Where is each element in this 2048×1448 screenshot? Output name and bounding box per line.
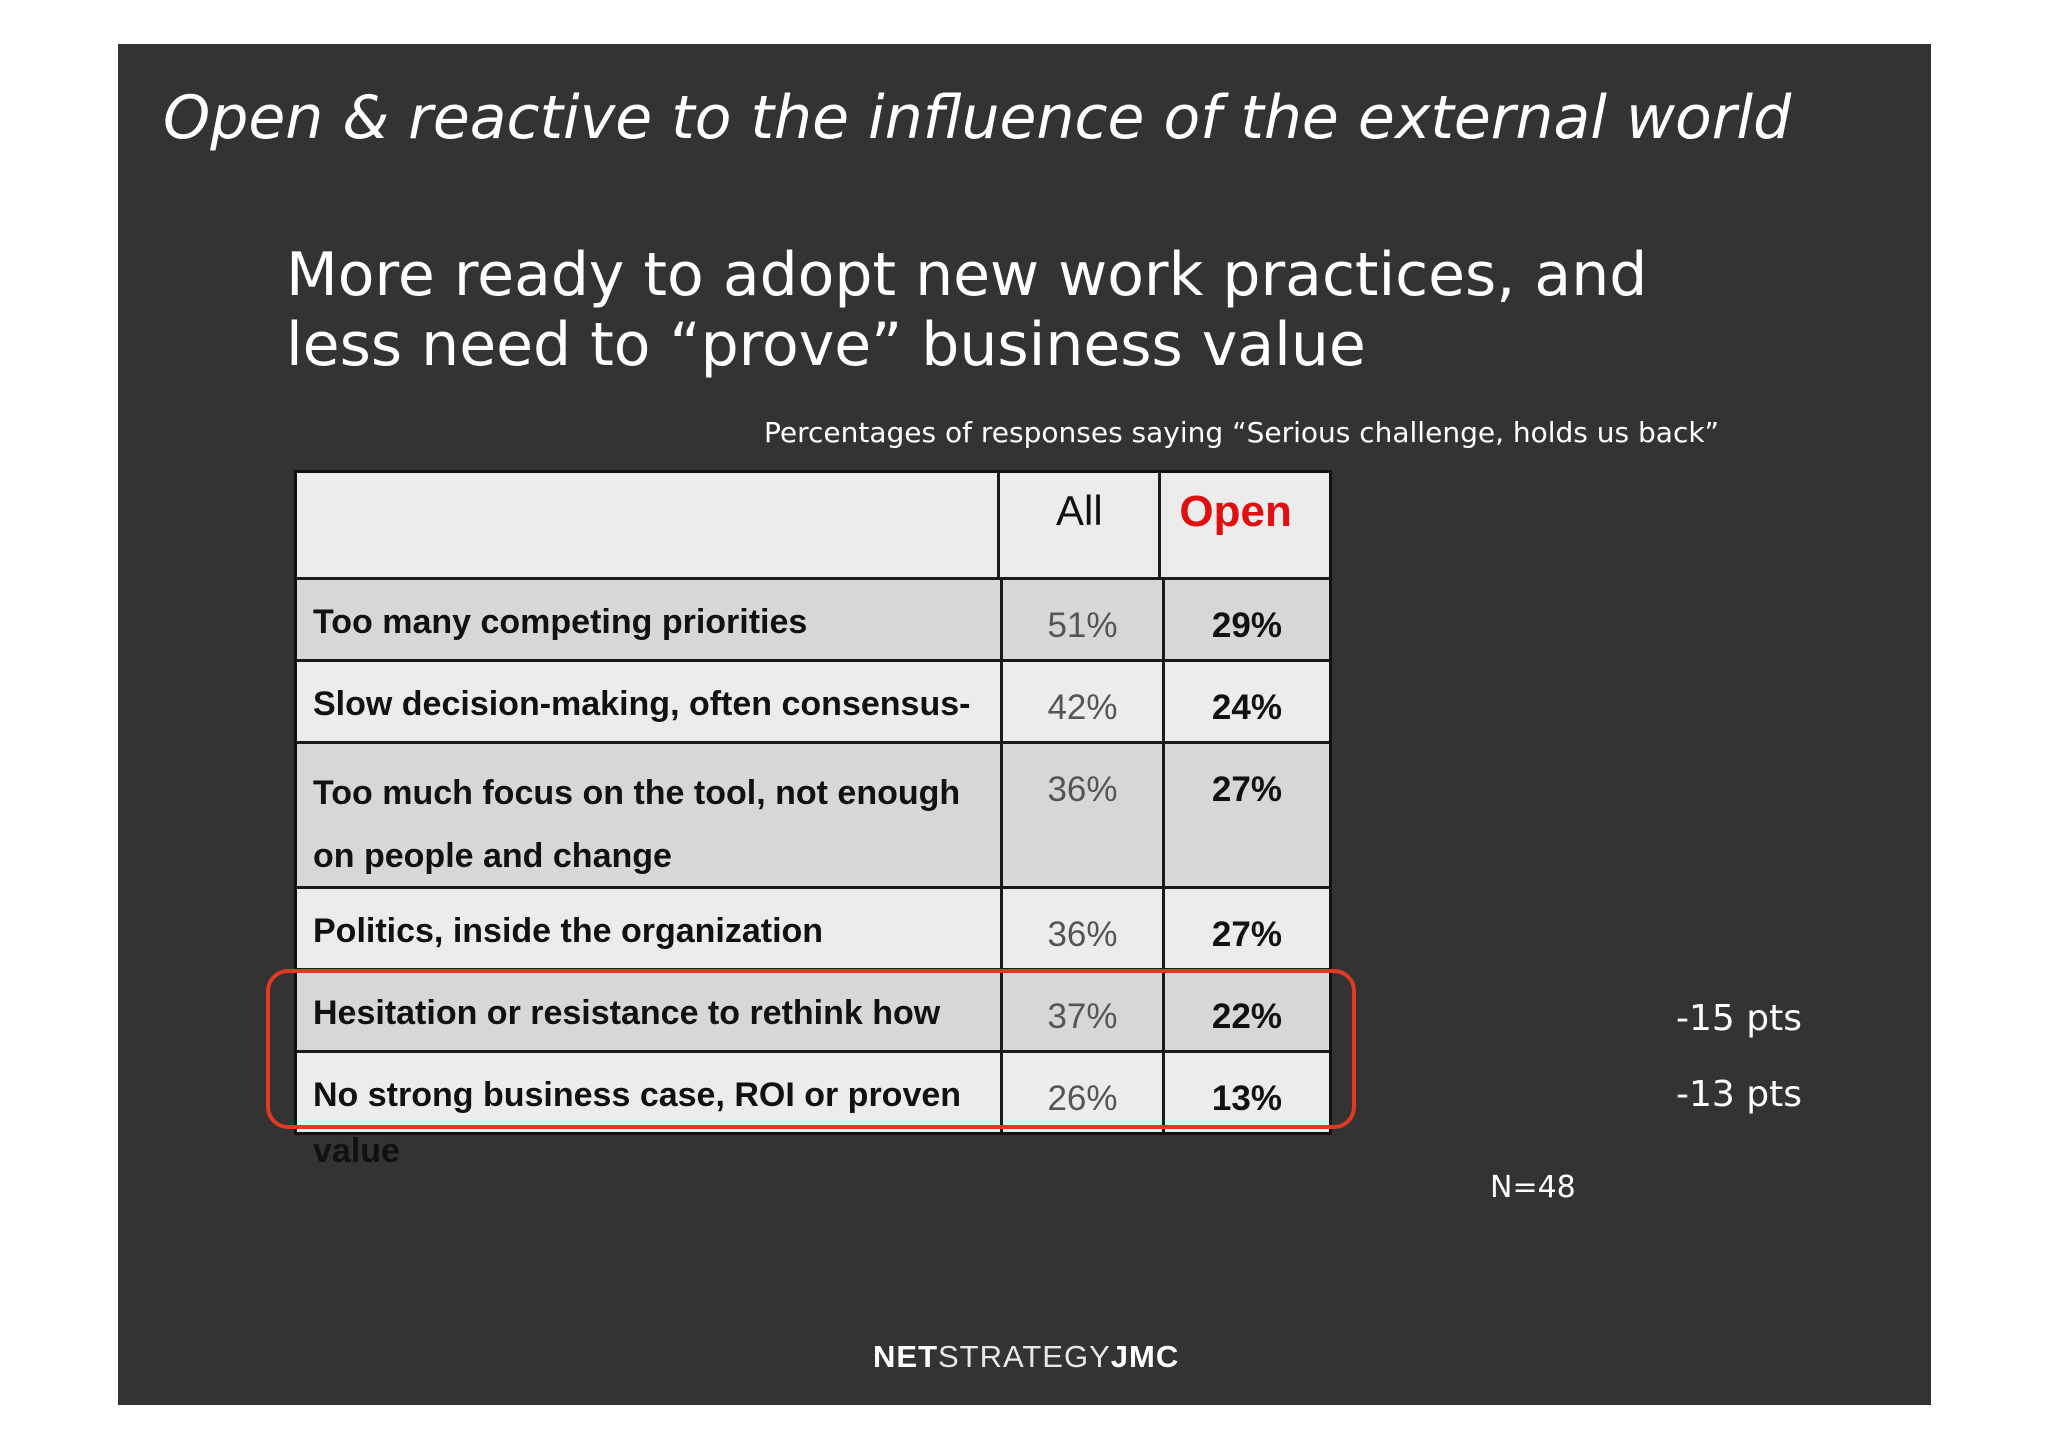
- table-row: Hesitation or resistance to rethink how …: [297, 968, 1329, 1088]
- row-label: Politics, inside the organization: [297, 889, 1001, 968]
- header-all: All: [997, 473, 1159, 577]
- highlight-outline: [266, 969, 1356, 1129]
- row-all-value: 42%: [1000, 662, 1162, 741]
- sample-size: N=48: [1490, 1170, 1576, 1205]
- row-open-value: 13%: [1161, 1053, 1329, 1132]
- row-open-value: 22%: [1161, 971, 1329, 1050]
- row-all-value: 37%: [1000, 971, 1162, 1050]
- table-row: No strong business case, ROI or proven v…: [297, 1050, 1329, 1170]
- row-label: Too much focus on the tool, not enough o…: [297, 744, 1001, 886]
- row-label: Too many competing priorities: [297, 580, 1001, 659]
- row-all-value: 26%: [1000, 1053, 1162, 1132]
- table-row: Too much focus on the tool, not enough o…: [297, 741, 1329, 886]
- subtitle-line-1: More ready to adopt new work practices, …: [286, 240, 1648, 310]
- row-open-value: 27%: [1161, 744, 1329, 886]
- header-label: [297, 473, 998, 577]
- row-open-value: 29%: [1161, 580, 1329, 659]
- table-caption: Percentages of responses saying “Serious…: [764, 416, 1720, 449]
- header-open: Open: [1158, 473, 1329, 577]
- results-table: All Open Too many competing priorities 5…: [294, 470, 1332, 1170]
- table-row: Politics, inside the organization 36% 27…: [297, 886, 1329, 968]
- row-all-value: 36%: [1000, 744, 1162, 886]
- slide-subtitle: More ready to adopt new work practices, …: [286, 240, 1786, 380]
- row-all-value: 36%: [1000, 889, 1162, 968]
- table-row: Slow decision-making, often consensus-ba…: [297, 659, 1329, 779]
- table-header-row: All Open: [297, 473, 1329, 577]
- subtitle-line-2: less need to “prove” business value: [286, 310, 1366, 380]
- delta-label: -13 pts: [1676, 1074, 1802, 1115]
- row-label: No strong business case, ROI or proven v…: [297, 1053, 1001, 1170]
- row-label: Hesitation or resistance to rethink how …: [297, 971, 1001, 1088]
- row-label: Slow decision-making, often consensus-ba…: [297, 662, 1001, 779]
- row-all-value: 51%: [1000, 580, 1162, 659]
- table-row: Too many competing priorities 51% 29%: [297, 577, 1329, 659]
- slide: Open & reactive to the influence of the …: [118, 44, 1931, 1405]
- delta-label: -15 pts: [1676, 998, 1802, 1039]
- netstrategy-logo: NETSTRATEGYJMC: [873, 1339, 1180, 1374]
- row-open-value: 27%: [1161, 889, 1329, 968]
- row-open-value: 24%: [1161, 662, 1329, 741]
- slide-title: Open & reactive to the influence of the …: [163, 83, 1792, 153]
